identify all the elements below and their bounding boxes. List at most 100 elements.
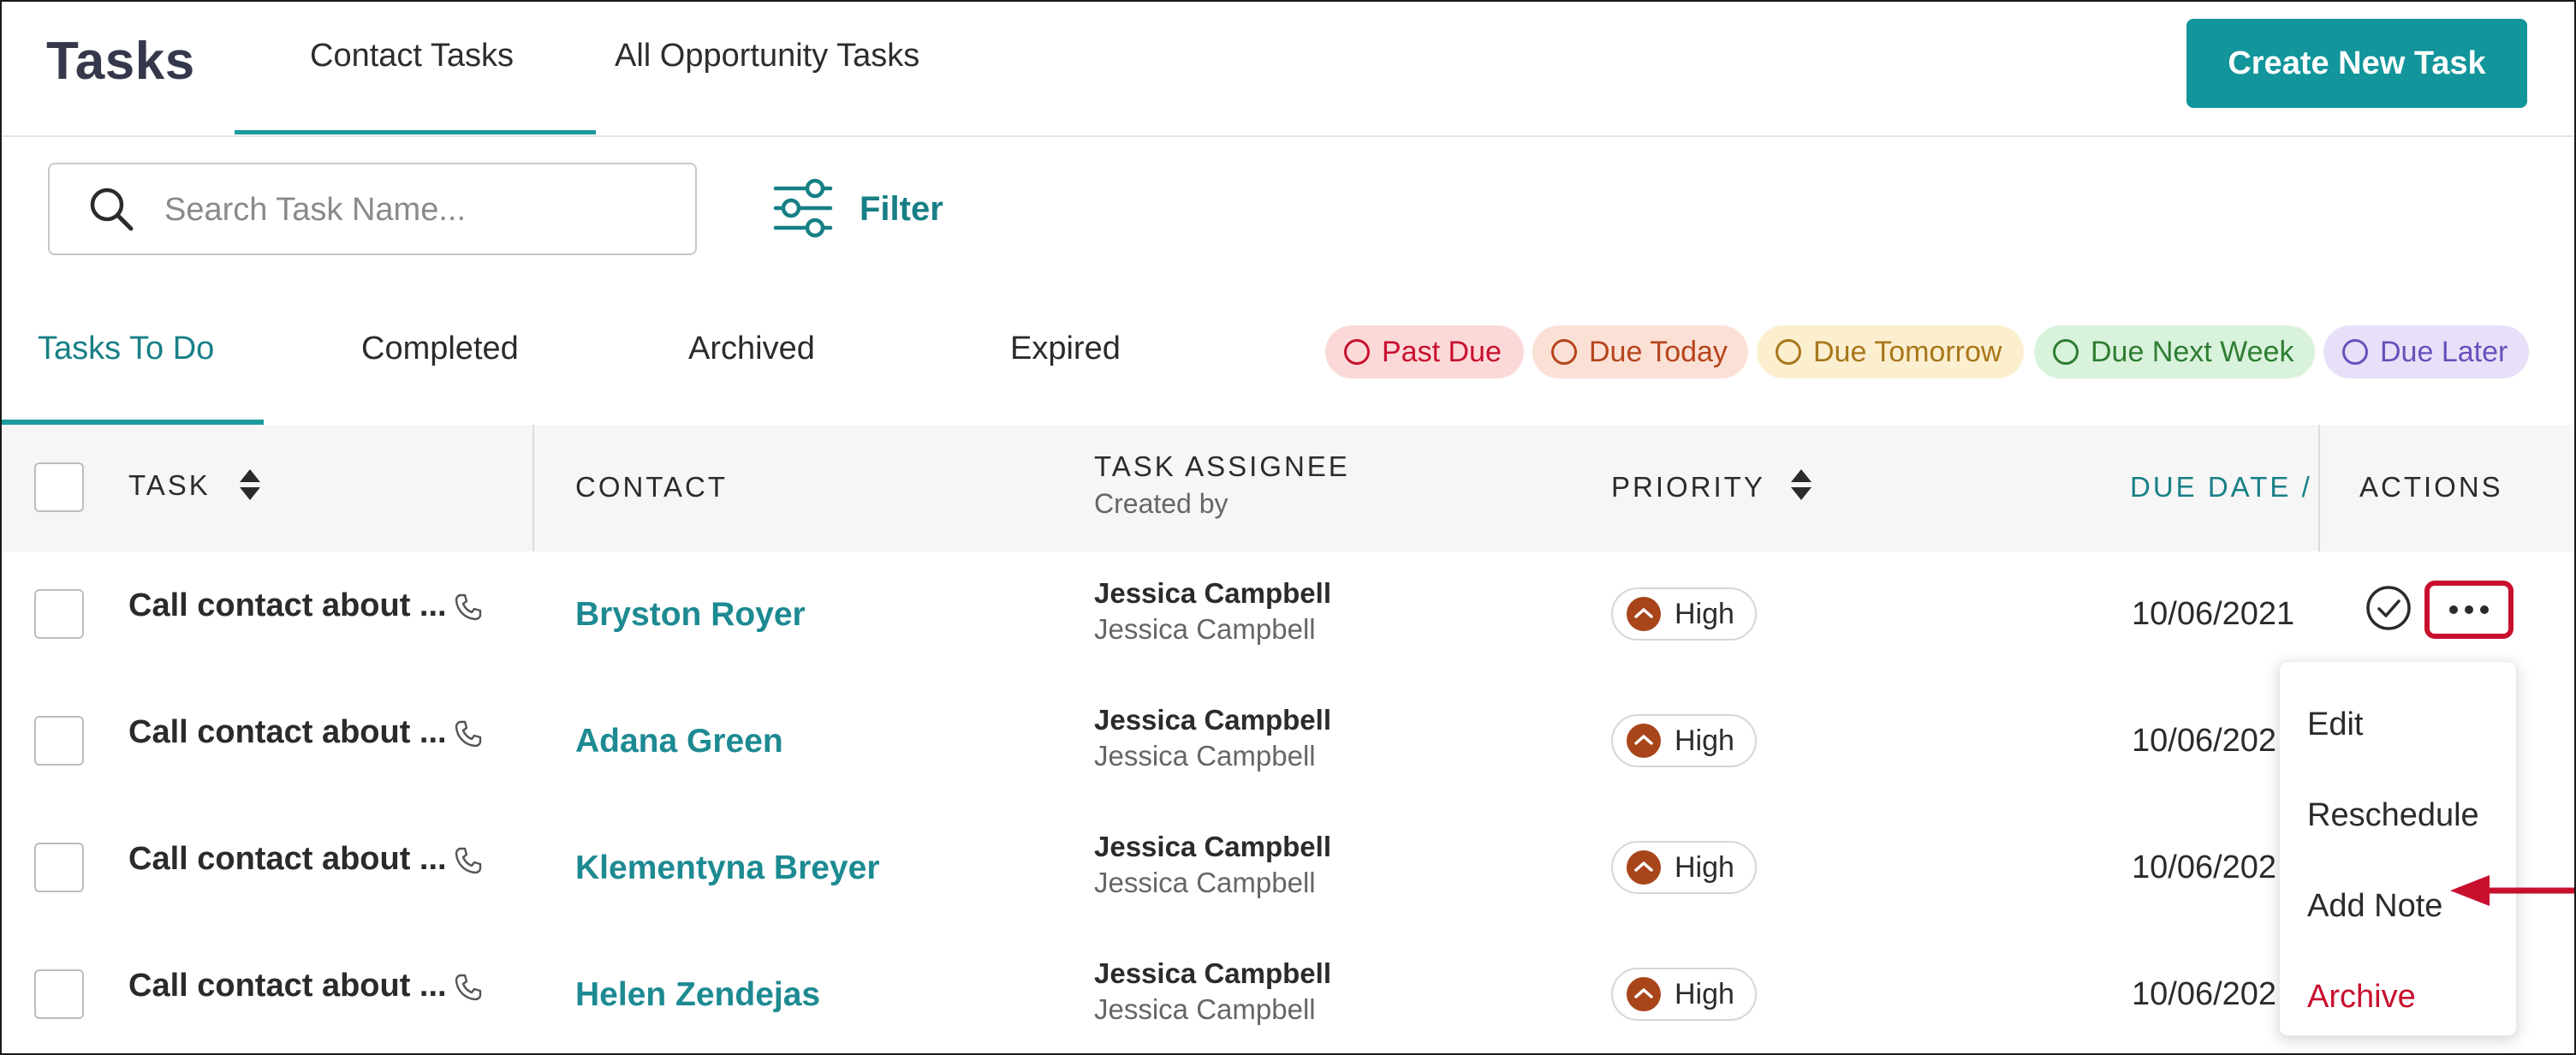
table-row: Call contact about ... Helen Zendejas Je… <box>2 932 2574 1053</box>
task-creator: Jessica Campbell <box>1094 613 1316 645</box>
row-checkbox[interactable] <box>34 969 84 1019</box>
table-row: Call contact about ... Adana Green Jessi… <box>2 678 2574 807</box>
legend-label: Due Next Week <box>2091 335 2294 368</box>
status-tabs-row: Tasks To Do Completed Archived Expired P… <box>2 281 2574 425</box>
create-new-task-button[interactable]: Create New Task <box>2186 19 2527 108</box>
menu-item-add-note[interactable]: Add Note <box>2307 888 2443 924</box>
circle-icon <box>2342 339 2368 365</box>
select-all-checkbox[interactable] <box>34 462 84 512</box>
filter-button[interactable]: Filter <box>860 190 943 228</box>
column-header-contact: CONTACT <box>575 471 729 503</box>
status-tab-active-indicator <box>2 420 264 425</box>
legend-label: Due Later <box>2380 335 2508 368</box>
column-header-priority[interactable]: PRIORITY <box>1611 471 1765 503</box>
page-title: Tasks <box>46 32 195 91</box>
more-horizontal-icon <box>2449 605 2458 614</box>
task-creator: Jessica Campbell <box>1094 740 1316 772</box>
contact-link[interactable]: Klementyna Breyer <box>575 849 880 886</box>
contact-link[interactable]: Adana Green <box>575 723 783 760</box>
column-header-assignee: TASK ASSIGNEE <box>1094 450 1350 482</box>
contact-link[interactable]: Bryston Royer <box>575 596 806 633</box>
column-subheader-created-by: Created by <box>1094 488 1229 519</box>
more-horizontal-icon <box>2465 605 2473 614</box>
priority-label: High <box>1675 977 1734 1010</box>
search-icon <box>90 188 134 231</box>
task-assignee: Jessica Campbell <box>1094 704 1331 736</box>
legend-label: Due Today <box>1589 335 1728 368</box>
due-date: 10/06/202 <box>2132 723 2277 759</box>
legend-label: Due Tomorrow <box>1813 335 2002 368</box>
task-name[interactable]: Call contact about ... <box>128 587 447 623</box>
tab-active-indicator <box>235 130 596 134</box>
priority-label: High <box>1675 850 1734 884</box>
filter-sliders-icon[interactable] <box>772 178 834 238</box>
tab-archived[interactable]: Archived <box>688 331 815 367</box>
due-date: 10/06/2021 <box>2132 596 2295 632</box>
legend-past-due: Past Due <box>1325 325 1524 378</box>
circle-icon <box>1344 339 1370 365</box>
task-name[interactable]: Call contact about ... <box>128 841 447 877</box>
task-assignee: Jessica Campbell <box>1094 957 1331 989</box>
task-assignee: Jessica Campbell <box>1094 831 1331 862</box>
search-input[interactable] <box>163 182 671 238</box>
priority-high-icon <box>1627 597 1661 631</box>
task-creator: Jessica Campbell <box>1094 867 1316 898</box>
column-header-task[interactable]: TASK <box>128 469 211 501</box>
due-date: 10/06/202 <box>2132 976 2277 1012</box>
priority-badge: High <box>1611 841 1757 894</box>
legend-due-tomorrow: Due Tomorrow <box>1757 325 2024 378</box>
tab-completed[interactable]: Completed <box>361 331 519 367</box>
priority-high-icon <box>1627 850 1661 885</box>
menu-item-edit[interactable]: Edit <box>2307 706 2364 742</box>
legend-due-today: Due Today <box>1532 325 1748 378</box>
search-toolbar: Filter <box>2 137 2574 279</box>
column-divider <box>2318 425 2320 551</box>
due-date: 10/06/202 <box>2132 849 2277 885</box>
circle-icon <box>1551 339 1577 365</box>
legend-due-next-week: Due Next Week <box>2034 325 2315 378</box>
sort-icon[interactable] <box>238 468 262 502</box>
phone-icon <box>455 720 482 748</box>
row-checkbox[interactable] <box>34 843 84 892</box>
priority-high-icon <box>1627 977 1661 1011</box>
priority-label: High <box>1675 597 1734 630</box>
table-header: TASK CONTACT TASK ASSIGNEE Created by PR… <box>2 425 2574 553</box>
priority-badge: High <box>1611 968 1757 1021</box>
menu-item-reschedule[interactable]: Reschedule <box>2307 797 2479 833</box>
check-circle-icon[interactable] <box>2365 584 2412 632</box>
tab-all-opportunity-tasks[interactable]: All Opportunity Tasks <box>615 38 920 74</box>
sort-icon[interactable] <box>1789 468 1813 502</box>
legend-label: Past Due <box>1382 335 1502 368</box>
tab-expired[interactable]: Expired <box>1010 331 1121 367</box>
tab-contact-tasks[interactable]: Contact Tasks <box>310 38 514 74</box>
more-actions-button[interactable] <box>2424 581 2514 639</box>
search-box[interactable] <box>48 163 697 255</box>
top-header: Tasks Contact Tasks All Opportunity Task… <box>2 2 2574 137</box>
priority-badge: High <box>1611 587 1757 641</box>
priority-badge: High <box>1611 714 1757 767</box>
tab-tasks-to-do[interactable]: Tasks To Do <box>38 331 215 367</box>
task-name[interactable]: Call contact about ... <box>128 968 447 1004</box>
menu-item-archive[interactable]: Archive <box>2307 979 2416 1015</box>
circle-icon <box>2053 339 2079 365</box>
contact-link[interactable]: Helen Zendejas <box>575 976 821 1013</box>
arrow-left-icon <box>2450 875 2574 906</box>
row-checkbox[interactable] <box>34 589 84 639</box>
task-name[interactable]: Call contact about ... <box>128 714 447 750</box>
priority-label: High <box>1675 724 1734 757</box>
column-header-actions: ACTIONS <box>2359 471 2503 503</box>
phone-icon <box>455 974 482 1001</box>
actions-dropdown-menu: Edit Reschedule Add Note Archive <box>2279 661 2517 1036</box>
row-checkbox[interactable] <box>34 716 84 766</box>
table-row: Call contact about ... Klementyna Breyer… <box>2 805 2574 933</box>
table-row: Call contact about ... Bryston Royer Jes… <box>2 551 2574 680</box>
circle-icon <box>1776 339 1801 365</box>
task-creator: Jessica Campbell <box>1094 993 1316 1025</box>
more-horizontal-icon <box>2480 605 2489 614</box>
priority-high-icon <box>1627 724 1661 758</box>
legend-due-later: Due Later <box>2323 325 2529 378</box>
column-header-due-date[interactable]: DUE DATE / <box>2130 471 2312 503</box>
phone-icon <box>455 847 482 874</box>
task-assignee: Jessica Campbell <box>1094 577 1331 609</box>
